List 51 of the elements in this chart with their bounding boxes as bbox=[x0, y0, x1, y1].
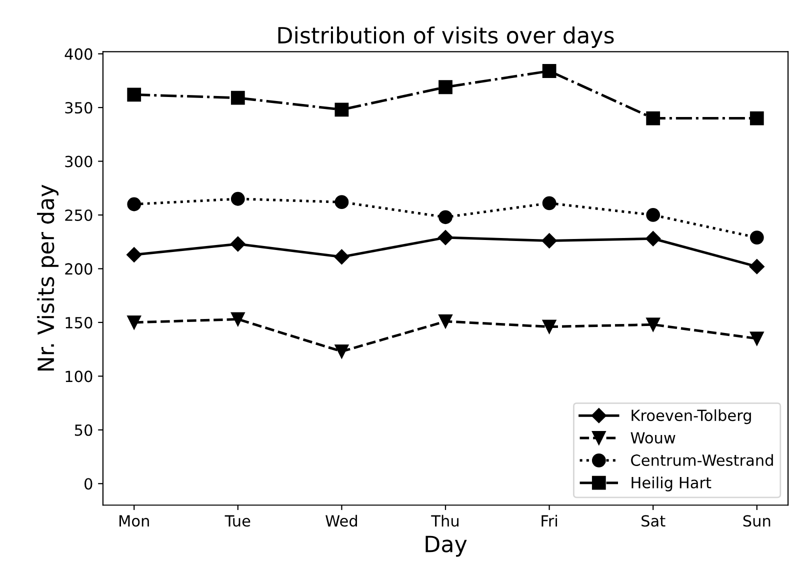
point bbox=[646, 208, 660, 222]
y-tick-label: 400 bbox=[64, 48, 92, 60]
y-tick-label: 0 bbox=[84, 478, 92, 490]
x-tick-label: Sun bbox=[743, 515, 770, 527]
y-tick-label: 50 bbox=[74, 424, 92, 436]
point bbox=[438, 80, 452, 94]
point bbox=[127, 197, 142, 212]
point bbox=[334, 102, 349, 117]
point bbox=[646, 111, 660, 126]
point bbox=[230, 312, 245, 326]
y-tick-label: 350 bbox=[65, 102, 92, 114]
point bbox=[127, 316, 142, 330]
chart-title: Distribution of visits over days bbox=[278, 26, 614, 48]
legend-label: Centrum-Westrand bbox=[631, 454, 773, 466]
point bbox=[542, 196, 556, 210]
legend-label: Heilig Hart bbox=[632, 476, 712, 492]
point bbox=[334, 344, 349, 358]
y-axis-title: Nr. Visits per day bbox=[37, 184, 59, 371]
legend-label: Wouw bbox=[630, 432, 676, 444]
point bbox=[334, 249, 350, 264]
point bbox=[126, 247, 142, 262]
point bbox=[750, 111, 764, 126]
x-tick-label: Fri bbox=[542, 514, 557, 526]
point bbox=[542, 320, 556, 334]
x-tick-label: Wed bbox=[326, 514, 357, 527]
point bbox=[542, 233, 557, 248]
y-tick-label: 200 bbox=[65, 263, 92, 275]
point bbox=[230, 192, 245, 206]
point bbox=[646, 231, 661, 246]
y-tick-label: 250 bbox=[65, 209, 92, 222]
x-tick-label: Tue bbox=[224, 515, 250, 527]
point bbox=[438, 210, 452, 224]
y-tick-label: 300 bbox=[65, 156, 92, 168]
point bbox=[749, 259, 764, 274]
point bbox=[750, 230, 764, 244]
point bbox=[750, 332, 764, 346]
point bbox=[542, 64, 556, 78]
x-tick-label: Thu bbox=[431, 514, 458, 527]
y-tick-label: 100 bbox=[66, 370, 92, 382]
point bbox=[230, 236, 246, 252]
x-tick-label: Sat bbox=[642, 515, 666, 527]
point bbox=[230, 90, 245, 105]
x-axis-title: Day bbox=[426, 536, 467, 557]
x-tick-label: Mon bbox=[119, 515, 149, 527]
point bbox=[127, 88, 142, 102]
point bbox=[438, 314, 452, 328]
point bbox=[334, 195, 349, 210]
point bbox=[438, 230, 454, 246]
point bbox=[646, 318, 660, 332]
y-tick-label: 150 bbox=[66, 316, 92, 328]
legend-label: Kroeven-Tolberg bbox=[632, 409, 751, 424]
